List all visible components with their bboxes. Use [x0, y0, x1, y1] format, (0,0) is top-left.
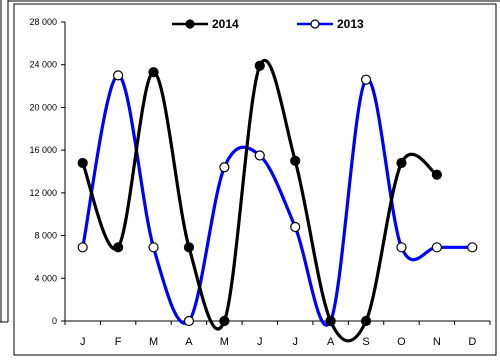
- x-tick-label: D: [468, 336, 476, 348]
- data-point-2013: [467, 242, 478, 253]
- legend-label-2013: 2013: [337, 17, 364, 31]
- x-tick-label: O: [397, 336, 406, 348]
- data-point-2014: [183, 242, 195, 253]
- data-point-2013: [360, 74, 372, 85]
- axes: 0 4 000 8 000 12 000 16 000 20 000 24 000 28 00…: [29, 17, 491, 348]
- x-tick-label: N: [433, 336, 441, 348]
- x-tick-label: A: [327, 336, 335, 348]
- x-tick-label: A: [185, 336, 193, 348]
- legend: 2014 2013: [172, 17, 364, 31]
- data-point-2013: [148, 242, 159, 253]
- data-point-2014: [396, 157, 407, 169]
- x-tick-label: M: [220, 336, 229, 348]
- data-point-2014: [431, 169, 442, 180]
- series-line-2013: [81, 73, 473, 327]
- data-point-2013: [290, 221, 301, 233]
- data-point-2014: [113, 242, 124, 253]
- legend-label-2014: 2014: [212, 17, 239, 31]
- plot-frame: [13, 3, 497, 356]
- data-point-2013: [219, 162, 230, 173]
- x-tick-label: J: [292, 336, 298, 348]
- data-point-2014: [325, 315, 336, 327]
- data-point-2014: [254, 60, 265, 71]
- x-tick-label: M: [149, 336, 158, 348]
- x-tick-label: F: [115, 336, 122, 348]
- data-point-2014: [148, 67, 159, 78]
- data-point-2013: [183, 315, 195, 327]
- y-tick-label: 8 000: [34, 231, 57, 241]
- data-point-2013: [254, 150, 265, 161]
- series-line-2014: [81, 58, 438, 343]
- y-tick-label: 24 000: [29, 60, 57, 70]
- y-tick-label: 0: [52, 316, 57, 326]
- data-point-2014: [360, 315, 372, 327]
- legend-marker-2013: [310, 19, 320, 29]
- y-tick-label: 16 000: [29, 145, 57, 155]
- series-layer: [77, 58, 478, 343]
- data-point-2013: [113, 70, 124, 81]
- x-tick-label: J: [80, 336, 86, 348]
- y-tick-label: 4 000: [34, 273, 57, 283]
- y-tick-label: 20 000: [29, 102, 57, 112]
- legend-marker-2014: [185, 19, 195, 29]
- x-tick-label: J: [257, 336, 263, 348]
- data-point-2014: [290, 155, 301, 166]
- data-point-2013: [431, 242, 442, 253]
- data-point-2014: [77, 157, 88, 169]
- x-tick-label: S: [362, 336, 369, 348]
- data-point-2014: [219, 315, 230, 327]
- data-point-2013: [77, 242, 88, 253]
- y-tick-label: 28 000: [29, 17, 57, 27]
- y-tick-label: 12 000: [29, 188, 57, 198]
- data-point-2013: [396, 242, 407, 253]
